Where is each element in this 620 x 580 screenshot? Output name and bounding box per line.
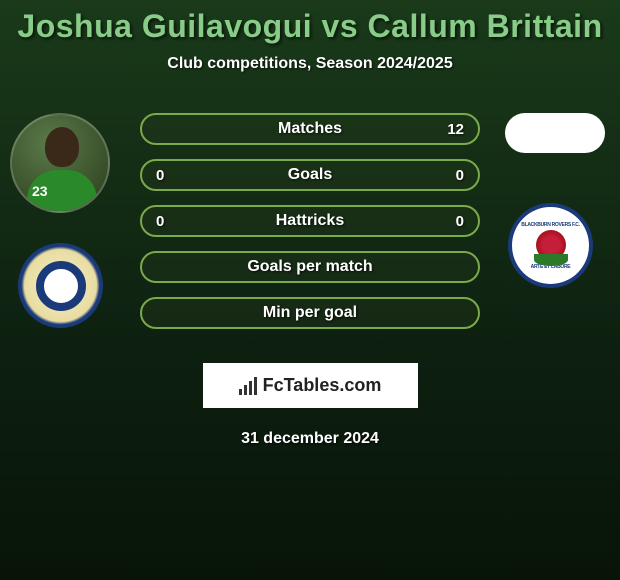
leeds-inner-icon: [36, 261, 86, 311]
bar-chart-icon: [239, 377, 257, 395]
stat-row-matches: Matches 12: [140, 113, 480, 145]
stat-rows: Matches 12 0 Goals 0 0 Hattricks 0 Goals…: [140, 113, 480, 343]
player-right-avatar: [505, 113, 605, 153]
stat-right-value: 12: [447, 121, 464, 138]
stat-label: Min per goal: [263, 304, 357, 322]
bar-icon-segment: [249, 381, 252, 395]
bar-icon-segment: [239, 389, 242, 395]
stat-right-value: 0: [456, 213, 464, 230]
stat-left-value: 0: [156, 213, 164, 230]
avatar-head: [45, 127, 79, 167]
player-left-avatar: 23: [10, 113, 110, 213]
jersey-number: 23: [32, 183, 48, 199]
stat-label: Matches: [278, 120, 342, 138]
stat-row-goals: 0 Goals 0: [140, 159, 480, 191]
infographic-container: Joshua Guilavogui vs Callum Brittain Clu…: [0, 0, 620, 448]
player-left-column: 23: [10, 113, 120, 328]
subtitle: Club competitions, Season 2024/2025: [0, 55, 620, 73]
leeds-badge-icon: [18, 243, 103, 328]
rose-icon: [536, 230, 566, 260]
player-right-column: BLACKBURN ROVERS F.C. ARTE ET LABORE: [500, 113, 610, 288]
stat-row-min-per-goal: Min per goal: [140, 297, 480, 329]
stat-left-value: 0: [156, 167, 164, 184]
stat-row-goals-per-match: Goals per match: [140, 251, 480, 283]
blackburn-badge-icon: BLACKBURN ROVERS F.C. ARTE ET LABORE: [508, 203, 593, 288]
bar-icon-segment: [254, 377, 257, 395]
stats-area: 23 BLACKBURN ROVERS F.C. ARTE ET LABORE …: [0, 113, 620, 363]
stat-label: Goals: [288, 166, 332, 184]
stat-label: Goals per match: [247, 258, 372, 276]
badge-text-top: BLACKBURN ROVERS F.C.: [521, 222, 579, 228]
date-text: 31 december 2024: [0, 430, 620, 448]
page-title: Joshua Guilavogui vs Callum Brittain: [0, 8, 620, 45]
bar-icon-segment: [244, 385, 247, 395]
stat-right-value: 0: [456, 167, 464, 184]
stat-label: Hattricks: [276, 212, 344, 230]
watermark-text: FcTables.com: [263, 375, 382, 396]
watermark-box: FcTables.com: [203, 363, 418, 408]
stat-row-hattricks: 0 Hattricks 0: [140, 205, 480, 237]
